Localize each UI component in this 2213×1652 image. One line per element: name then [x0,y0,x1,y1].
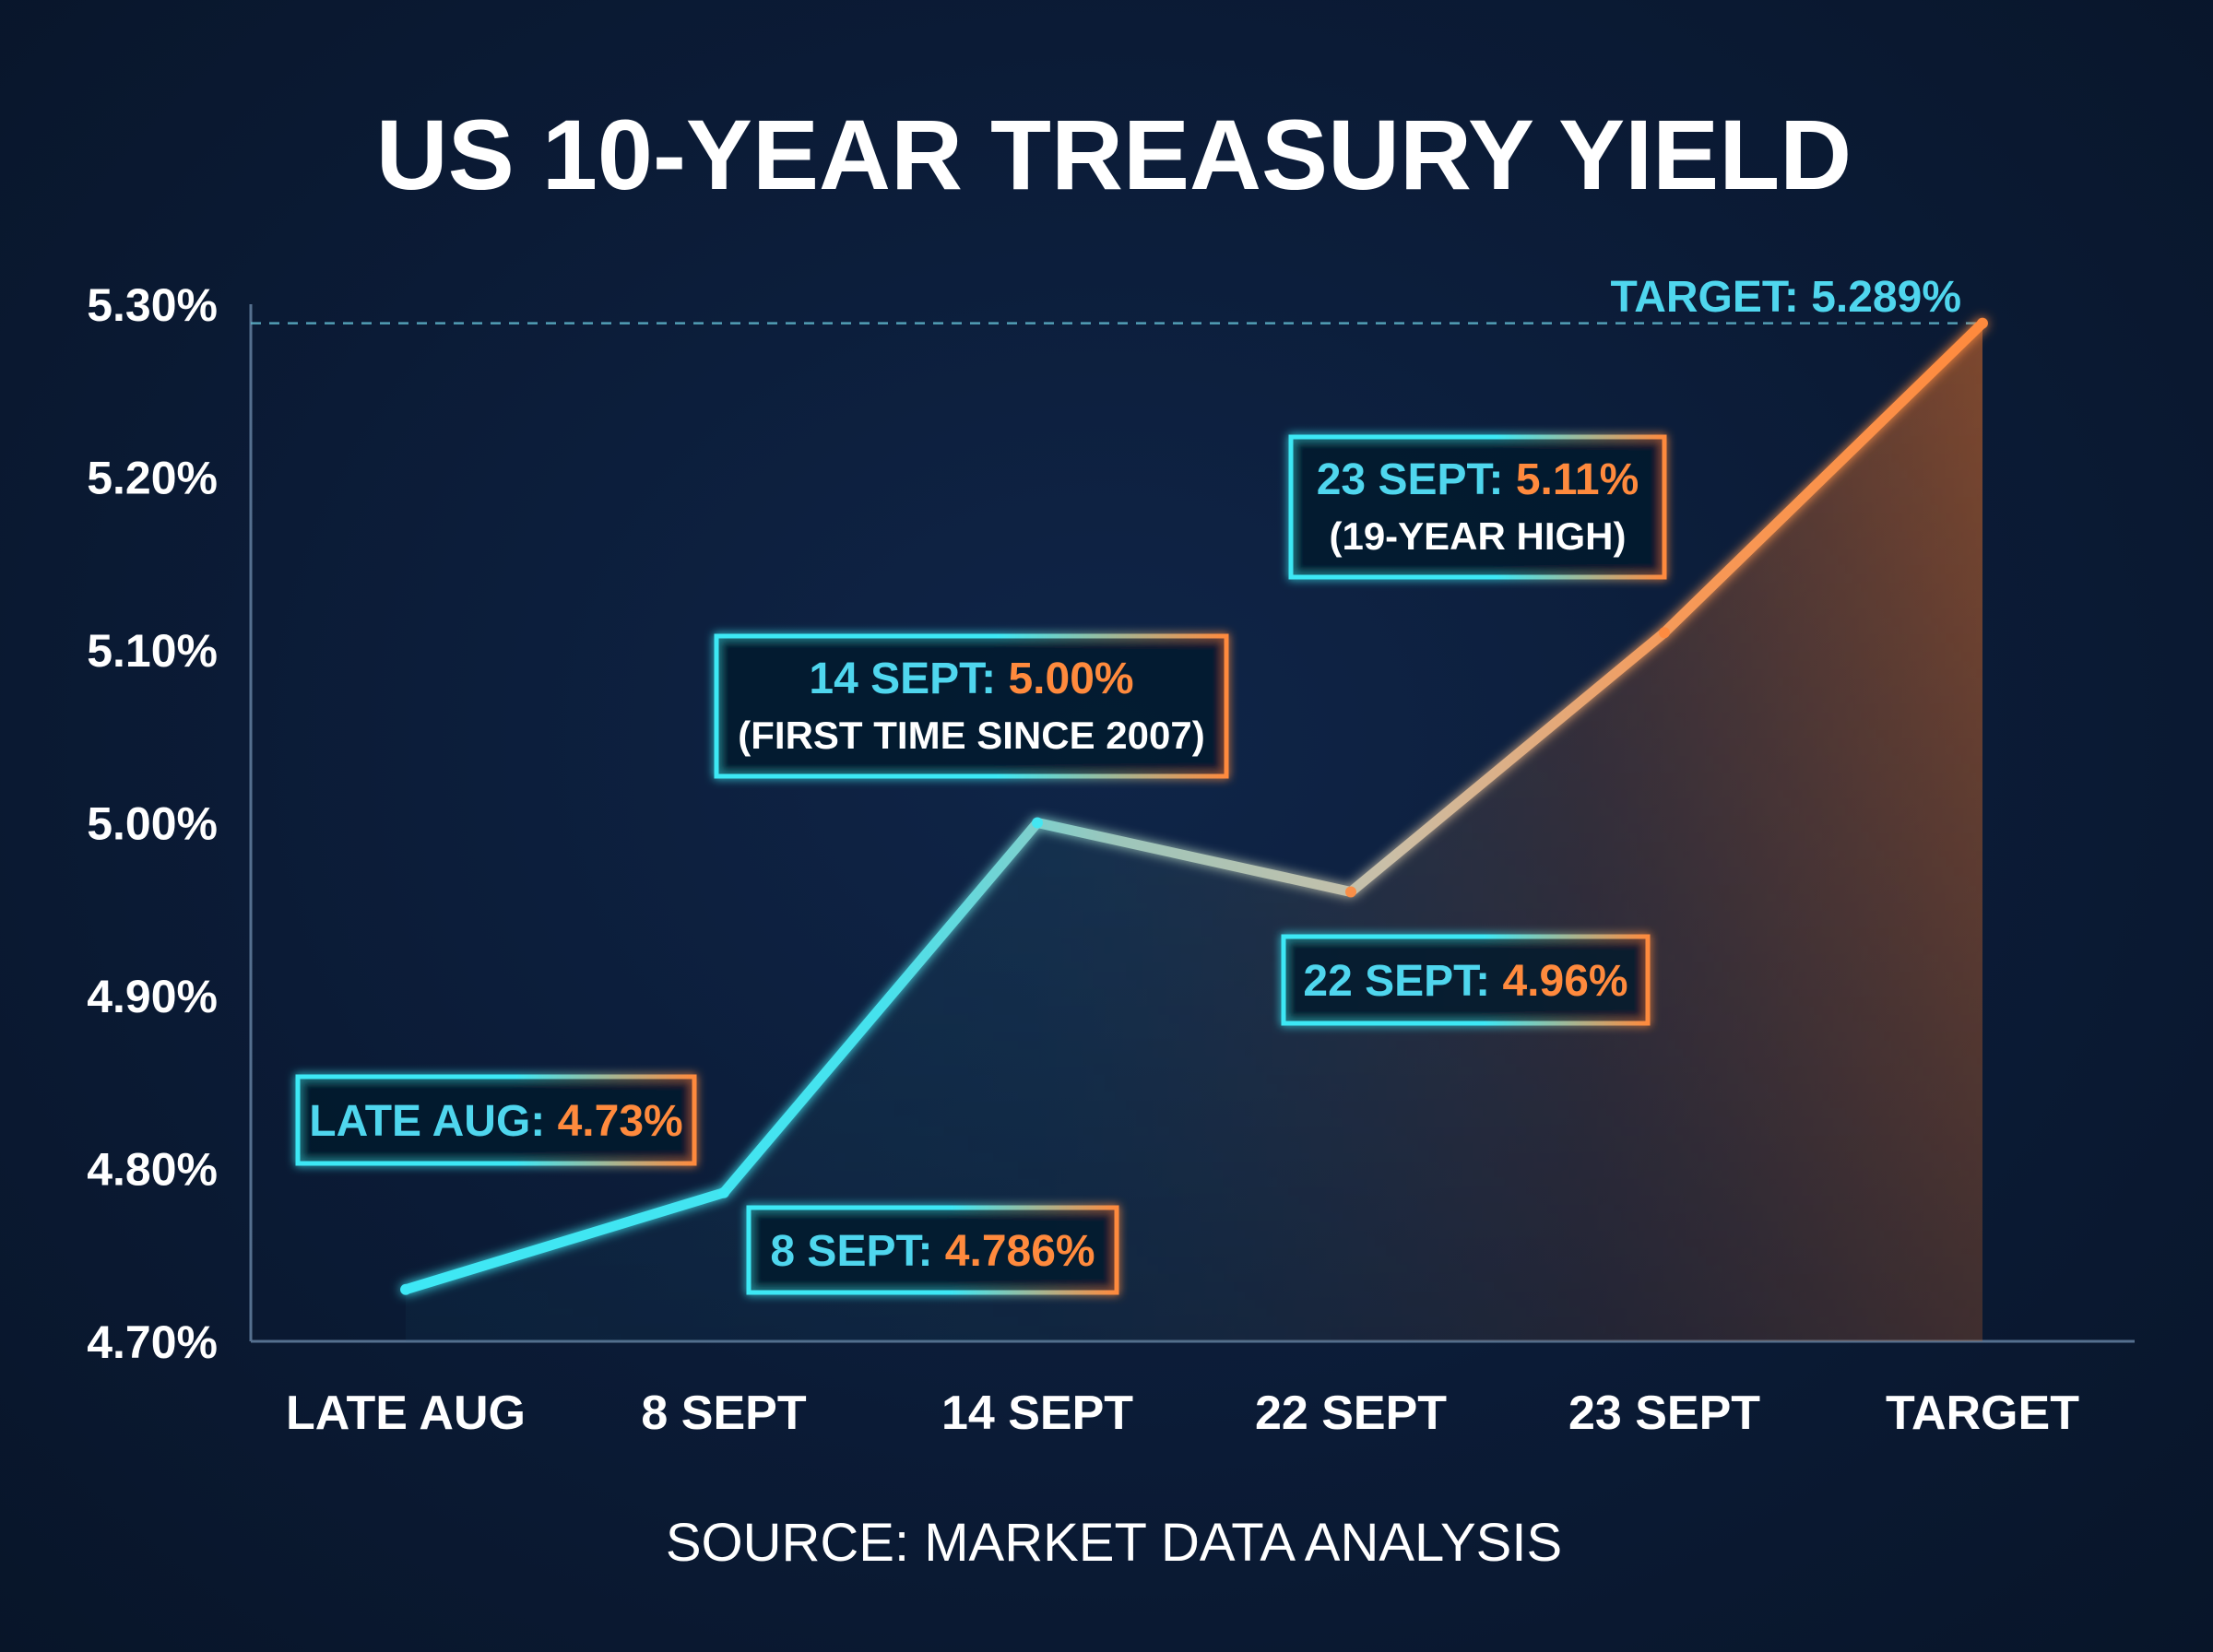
y-tick-label: 5.00% [87,798,218,850]
y-tick-label: 4.90% [87,971,218,1022]
annotation-frame [1281,934,1651,1026]
annotation-text: 22 SEPT: 4.96% [1303,957,1627,1006]
y-tick-label: 4.80% [87,1144,218,1196]
annotation-text: LATE AUG: 4.73% [309,1097,682,1146]
series-area [406,323,1982,1342]
y-tick-label: 4.70% [87,1316,218,1368]
annotation-frame [714,633,1229,779]
annotation-label: 22 SEPT: [1303,957,1502,1006]
data-point [1345,886,1356,898]
annotation-value: 4.73% [558,1097,683,1146]
annotation-text: 8 SEPT: 4.786% [770,1227,1095,1276]
annotation-frame [746,1205,1119,1295]
x-tick-label: 14 SEPT [941,1386,1133,1440]
chart-title: US 10-YEAR TREASURY YIELD [376,99,1852,210]
annotation-frame [295,1074,697,1166]
annotation-note: (19-YEAR HIGH) [1329,514,1626,558]
annotation-text: 14 SEPT: 5.00% [809,655,1133,703]
annotation-box: 22 SEPT: 4.96% [1281,934,1651,1026]
y-tick-label: 5.30% [87,279,218,331]
y-tick-label: 5.10% [87,625,218,677]
series-line [400,318,1988,1295]
annotation-label: 23 SEPT: [1317,455,1516,504]
x-tick-label: LATE AUG [286,1386,526,1440]
x-tick-label: 23 SEPT [1568,1386,1760,1440]
annotation-value: 4.96% [1502,957,1627,1006]
x-tick-label: 22 SEPT [1255,1386,1447,1440]
target-reference-label: TARGET: 5.289% [1610,273,1961,322]
annotation-box: LATE AUG: 4.73% [295,1074,697,1166]
annotation-label: 8 SEPT: [770,1227,944,1276]
data-point [1977,317,1988,329]
source-note: SOURCE: MARKET DATA ANALYSIS [666,1513,1562,1573]
plot-area: 4.70% 4.80% 4.90% 5.00% 5.10% 5.20% 5.30% LATE … [87,273,2135,1440]
annotation-note: (FIRST TIME SINCE 2007) [738,714,1204,757]
annotation-value: 5.11% [1516,455,1639,504]
annotation-text: 23 SEPT: 5.11% [1317,455,1639,504]
data-point [1659,627,1670,639]
data-point [1032,817,1043,829]
annotation-label: 14 SEPT: [809,655,1008,703]
data-point [718,1186,729,1198]
y-tick-label: 5.20% [87,453,218,504]
annotation-box: 8 SEPT: 4.786% [746,1205,1119,1295]
annotation-frame [1288,434,1667,580]
annotation-box: 23 SEPT: 5.11% (19-YEAR HIGH) [1288,434,1667,580]
annotation-box: 14 SEPT: 5.00% (FIRST TIME SINCE 2007) [714,633,1229,779]
x-tick-label: 8 SEPT [641,1386,806,1440]
annotation-label: LATE AUG: [309,1097,557,1146]
x-tick-label: TARGET [1886,1386,2079,1440]
annotation-value: 4.786% [945,1227,1095,1276]
annotation-value: 5.00% [1008,655,1133,703]
data-point [400,1283,411,1295]
